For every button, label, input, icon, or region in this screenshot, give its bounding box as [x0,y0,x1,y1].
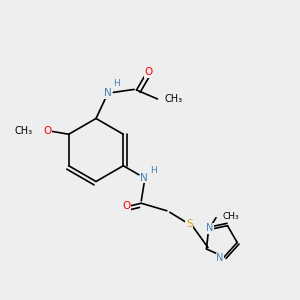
Text: CH₃: CH₃ [15,126,33,136]
Text: N: N [140,173,148,183]
Text: N: N [216,254,224,263]
Text: S: S [186,219,193,229]
Text: N: N [104,88,112,98]
Text: O: O [144,67,153,77]
Text: H: H [114,80,120,88]
Text: O: O [122,201,130,211]
Text: CH₃: CH₃ [222,212,238,221]
Text: O: O [44,126,52,136]
Text: N: N [206,223,214,233]
Text: H: H [150,166,157,175]
Text: CH₃: CH₃ [165,94,183,104]
